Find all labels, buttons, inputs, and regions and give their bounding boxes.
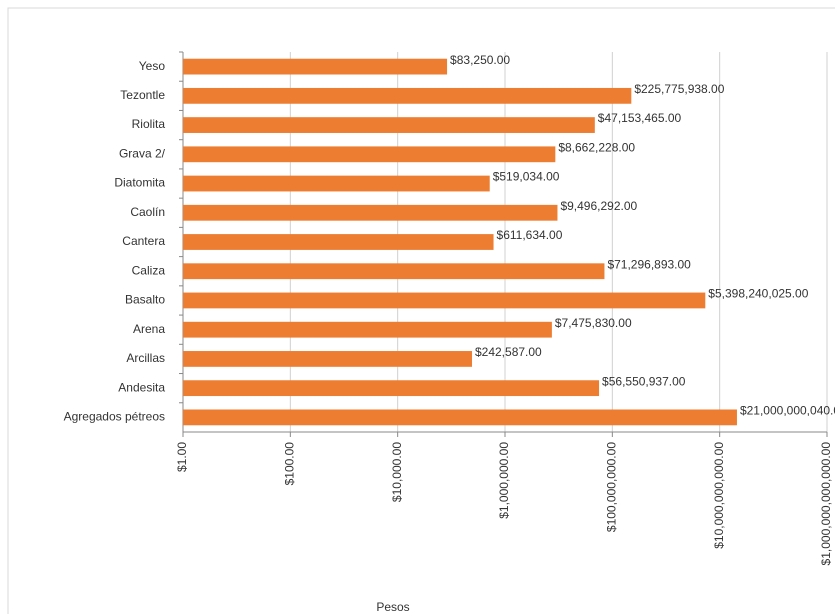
- value-label: $9,496,292.00: [560, 199, 637, 213]
- x-axis-label: Pesos: [376, 600, 409, 614]
- bar: [183, 204, 558, 221]
- bar: [183, 58, 448, 75]
- x-tick-label: $10,000,000,000.00: [712, 442, 726, 549]
- bar: [183, 292, 706, 309]
- value-label: $519,034.00: [493, 170, 560, 184]
- y-tick-label: Yeso: [139, 59, 166, 73]
- x-tick-label: $100,000,000.00: [605, 442, 619, 532]
- bar: [183, 175, 490, 192]
- value-label: $611,634.00: [497, 228, 563, 242]
- value-label: $71,296,893.00: [607, 257, 691, 271]
- y-tick-label: Basalto: [125, 293, 165, 307]
- value-label: $21,000,000,040.00: [740, 404, 835, 418]
- bar: [183, 146, 556, 163]
- y-tick-label: Riolita: [132, 117, 166, 131]
- x-tick-label: $10,000.00: [390, 442, 404, 502]
- y-tick-label: Agregados pétreos: [64, 410, 165, 424]
- x-tick-label: $1,000,000,000,000.00: [819, 442, 833, 566]
- value-label: $83,250.00: [450, 53, 510, 67]
- bar: [183, 87, 632, 104]
- bar: [183, 380, 600, 397]
- bar: [183, 234, 494, 250]
- bar: [183, 263, 605, 280]
- value-label: $56,550,937.00: [602, 374, 686, 388]
- y-tick-label: Arcillas: [126, 351, 165, 365]
- bar: [183, 351, 472, 367]
- value-label: $8,662,228.00: [558, 140, 635, 154]
- bar: [183, 321, 552, 338]
- y-tick-label: Arena: [133, 322, 165, 336]
- y-tick-label: Andesita: [118, 380, 165, 394]
- y-tick-label: Caolín: [130, 205, 165, 219]
- value-label: $225,775,938.00: [634, 82, 724, 96]
- value-label: $47,153,465.00: [598, 111, 682, 125]
- x-tick-label: $100.00: [283, 442, 297, 486]
- y-tick-label: Cantera: [122, 234, 165, 248]
- y-tick-label: Grava 2/: [119, 146, 166, 160]
- bar: [183, 117, 595, 133]
- value-label: $5,398,240,025.00: [708, 287, 808, 301]
- x-tick-label: $1.00: [175, 442, 189, 472]
- value-label: $7,475,830.00: [555, 316, 632, 330]
- bar: [183, 409, 737, 426]
- x-tick-label: $1,000,000.00: [497, 442, 511, 519]
- y-tick-label: Diatomita: [114, 176, 165, 190]
- chart-border: [7, 7, 835, 614]
- value-label: $242,587.00: [475, 345, 542, 359]
- y-tick-label: Tezontle: [120, 88, 165, 102]
- y-tick-label: Caliza: [132, 263, 166, 277]
